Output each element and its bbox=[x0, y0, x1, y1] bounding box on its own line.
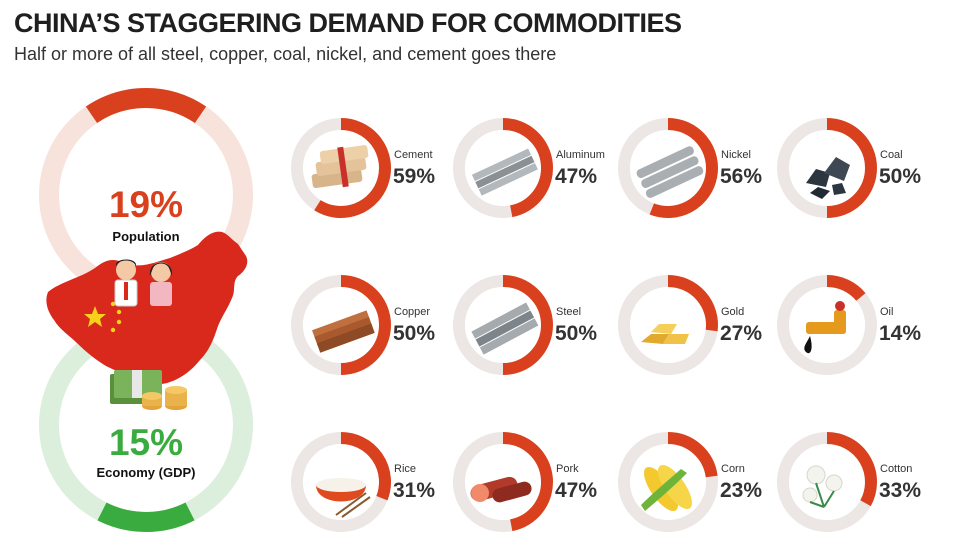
commodity-name: Nickel bbox=[721, 149, 751, 161]
commodity-name: Rice bbox=[394, 463, 417, 475]
share-arc bbox=[340, 275, 391, 375]
economy-label: Economy (GDP) bbox=[96, 465, 196, 480]
share-arc bbox=[502, 275, 553, 375]
china-map-northeast bbox=[198, 231, 246, 256]
china-share-panel bbox=[39, 88, 253, 532]
commodity-item-pork: Pork 47% bbox=[452, 427, 602, 537]
commodity-ring bbox=[777, 118, 877, 218]
gold-bars-icon bbox=[641, 324, 689, 344]
money-coins-icon bbox=[110, 370, 187, 410]
share-arc bbox=[667, 275, 718, 332]
commodity-share: 31% bbox=[393, 479, 436, 502]
share-arc bbox=[314, 118, 391, 218]
commodity-ring bbox=[453, 118, 553, 218]
share-arc bbox=[826, 432, 877, 507]
commodity-ring bbox=[618, 275, 718, 375]
commodity-share: 50% bbox=[879, 165, 922, 188]
commodity-item-nickel: Nickel 56% bbox=[617, 113, 767, 223]
commodity-name: Aluminum bbox=[556, 149, 605, 161]
commodity-ring bbox=[618, 432, 718, 532]
share-arc bbox=[826, 275, 866, 301]
aluminum-bars-icon bbox=[471, 148, 538, 196]
commodity-item-copper: Copper 50% bbox=[290, 270, 440, 380]
commodity-item-cotton: Cotton 33% bbox=[776, 427, 926, 537]
share-arc bbox=[502, 432, 553, 532]
infographic-title: CHINA’S STAGGERING DEMAND FOR COMMODITIE… bbox=[14, 8, 682, 38]
economy-arc bbox=[97, 502, 195, 532]
coal-lumps-icon bbox=[806, 157, 850, 199]
cement-bags-icon bbox=[311, 145, 369, 189]
commodity-item-aluminum: Aluminum 47% bbox=[452, 113, 605, 223]
commodity-ring bbox=[291, 432, 391, 532]
cotton-plant-icon bbox=[802, 465, 843, 508]
share-arc bbox=[667, 432, 718, 478]
commodity-name: Cement bbox=[394, 149, 433, 161]
commodity-name: Cotton bbox=[880, 463, 913, 475]
commodity-name: Pork bbox=[556, 463, 579, 475]
pork-sausage-icon bbox=[470, 476, 532, 503]
commodity-name: Corn bbox=[721, 463, 745, 475]
commodity-item-cement: Cement 59% bbox=[290, 113, 440, 223]
commodity-share: 14% bbox=[879, 322, 922, 345]
copper-sheets-icon bbox=[312, 310, 375, 353]
infographic-subtitle: Half or more of all steel, copper, coal,… bbox=[14, 44, 557, 64]
commodity-share: 56% bbox=[720, 165, 763, 188]
commodity-name: Oil bbox=[880, 306, 894, 318]
commodity-ring bbox=[291, 118, 391, 218]
china-map-icon bbox=[46, 238, 248, 385]
commodity-item-steel: Steel 50% bbox=[452, 270, 602, 380]
commodity-item-coal: Coal 50% bbox=[776, 113, 926, 223]
commodity-ring bbox=[453, 432, 553, 532]
commodity-share: 27% bbox=[720, 322, 763, 345]
share-arc bbox=[502, 118, 553, 218]
share-arc bbox=[649, 118, 718, 218]
corn-cobs-icon bbox=[641, 464, 693, 512]
flag-stars-icon bbox=[84, 301, 122, 333]
people-icon bbox=[114, 259, 173, 307]
steel-beams-icon bbox=[471, 302, 539, 355]
commodity-item-rice: Rice 31% bbox=[290, 427, 440, 537]
commodity-ring bbox=[777, 275, 877, 375]
commodity-share: 47% bbox=[555, 165, 598, 188]
commodity-ring bbox=[618, 118, 718, 218]
population-label: Population bbox=[112, 229, 180, 244]
share-arc bbox=[340, 432, 391, 501]
commodity-name: Coal bbox=[880, 149, 903, 161]
commodity-name: Gold bbox=[721, 306, 745, 318]
commodity-share: 50% bbox=[393, 322, 436, 345]
rice-bowl-icon bbox=[316, 478, 371, 518]
commodity-share: 47% bbox=[555, 479, 598, 502]
commodity-share: 33% bbox=[879, 479, 922, 502]
commodity-item-gold: Gold 27% bbox=[617, 270, 767, 380]
oil-pipe-icon bbox=[804, 301, 846, 354]
commodity-share: 50% bbox=[555, 322, 598, 345]
share-arc bbox=[826, 118, 877, 218]
commodity-share: 59% bbox=[393, 165, 436, 188]
commodity-ring bbox=[291, 275, 391, 375]
commodity-name: Steel bbox=[556, 306, 582, 318]
commodity-item-corn: Corn 23% bbox=[617, 427, 767, 537]
commodity-ring bbox=[777, 432, 877, 532]
commodity-ring bbox=[453, 275, 553, 375]
economy-value: 15% bbox=[108, 422, 184, 463]
ring-center bbox=[789, 130, 865, 206]
population-value: 19% bbox=[108, 184, 184, 225]
commodity-item-oil: Oil 14% bbox=[776, 270, 926, 380]
population-arc bbox=[85, 88, 207, 124]
nickel-pipes-icon bbox=[636, 146, 704, 198]
commodity-name: Copper bbox=[394, 306, 431, 318]
commodity-share: 23% bbox=[720, 479, 763, 502]
